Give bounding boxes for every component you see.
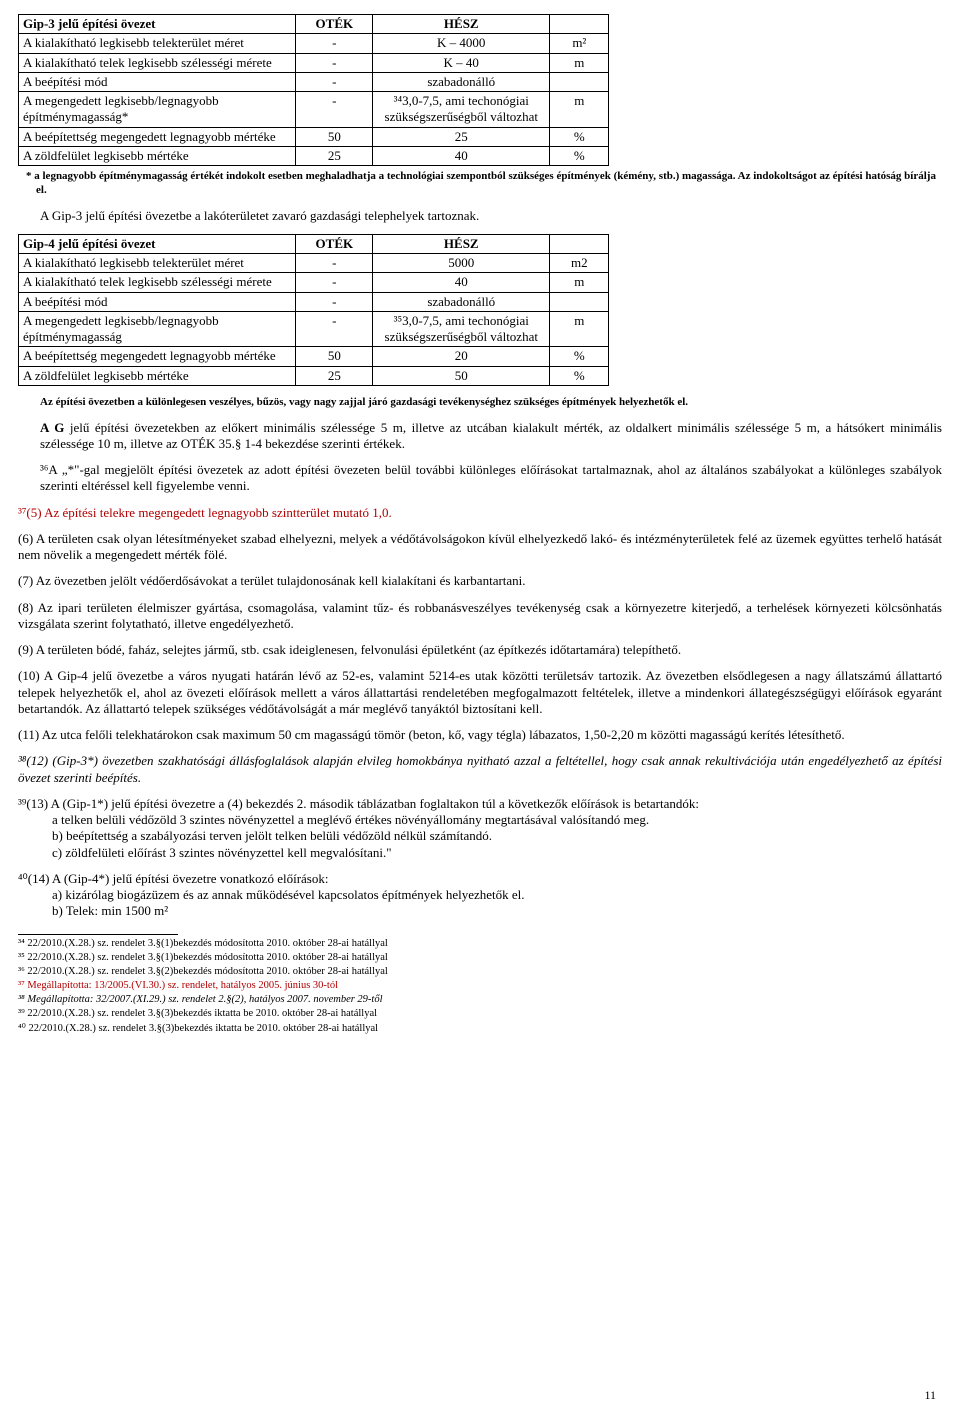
between-tables-text: A Gip-3 jelű építési övezetbe a lakóterü… [40, 208, 942, 224]
t1r0c1: - [296, 34, 373, 53]
t2-h2: HÉSZ [373, 234, 550, 253]
footnotes-block: ³⁴ 22/2010.(X.28.) sz. rendelet 3.§(1)be… [18, 937, 942, 1036]
para-g-text: jelű építési övezetekben az előkert mini… [40, 420, 942, 451]
t2r3c3: m [550, 311, 609, 347]
para-g: A G jelű építési övezetekben az előkert … [40, 420, 942, 453]
para-7: (7) Az övezetben jelölt védőerdősávokat … [18, 573, 942, 589]
t2r2c1: - [296, 292, 373, 311]
p14-b: b) Telek: min 1500 m² [52, 903, 942, 919]
t1r2c0: A beépítési mód [19, 72, 296, 91]
t1r4c3: % [550, 127, 609, 146]
para-5: ³⁷(5) Az építési telekre megengedett leg… [18, 505, 942, 521]
t2r3c1: - [296, 311, 373, 347]
para-12: ³⁸(12) (Gip-3*) övezetben szakhatósági á… [18, 753, 942, 786]
t2r4c0: A beépítettség megengedett legnagyobb mé… [19, 347, 296, 366]
t2r1c0: A kialakítható telek legkisebb szélesség… [19, 273, 296, 292]
page-number: 11 [924, 1388, 936, 1403]
para-11: (11) Az utca felőli telekhatárokon csak … [18, 727, 942, 743]
t1r1c0: A kialakítható telek legkisebb szélesség… [19, 53, 296, 72]
para-6: (6) A területen csak olyan létesítmények… [18, 531, 942, 564]
t2r4c3: % [550, 347, 609, 366]
fn-35: ³⁵ 22/2010.(X.28.) sz. rendelet 3.§(1)be… [18, 951, 942, 965]
t1r3c2: ³⁴3,0-7,5, ami techonógiai szükségszerűs… [373, 92, 550, 128]
t2r3c2: ³⁵3,0-7,5, ami techonógiai szükségszerűs… [373, 311, 550, 347]
para-13: ³⁹(13) A (Gip-1*) jelű építési övezetre … [18, 796, 942, 861]
t2r1c2: 40 [373, 273, 550, 292]
para-9: (9) A területen bódé, faház, selejtes já… [18, 642, 942, 658]
table-gip4: Gip-4 jelű építési övezet OTÉK HÉSZ A ki… [18, 234, 609, 386]
t2-h3 [550, 234, 609, 253]
t1-h2: HÉSZ [373, 15, 550, 34]
p14-a: a) kizárólag biogázüzem és az annak műkö… [52, 887, 942, 903]
t2r0c3: m2 [550, 254, 609, 273]
para-10: (10) A Gip-4 jelű övezetbe a város nyuga… [18, 668, 942, 717]
fn-40: ⁴⁰ 22/2010.(X.28.) sz. rendelet 3.§(3)be… [18, 1022, 942, 1036]
fn-38: ³⁸ Megállapította: 32/2007.(XI.29.) sz. … [18, 993, 942, 1007]
t1r5c0: A zöldfelület legkisebb mértéke [19, 146, 296, 165]
t1r0c0: A kialakítható legkisebb telekterület mé… [19, 34, 296, 53]
t1r5c1: 25 [296, 146, 373, 165]
t2r5c3: % [550, 366, 609, 385]
p14-lead: ⁴⁰(14) A (Gip-4*) jelű építési övezetre … [18, 871, 942, 887]
t2r2c3 [550, 292, 609, 311]
t1r4c1: 50 [296, 127, 373, 146]
t1r2c3 [550, 72, 609, 91]
t1r3c1: - [296, 92, 373, 128]
table-gip3: Gip-3 jelű építési övezet OTÉK HÉSZ A ki… [18, 14, 609, 166]
t2r2c0: A beépítési mód [19, 292, 296, 311]
t1-h1: OTÉK [296, 15, 373, 34]
t2-h0: Gip-4 jelű építési övezet [19, 234, 296, 253]
para-8: (8) Az ipari területen élelmiszer gyártá… [18, 600, 942, 633]
t2r1c3: m [550, 273, 609, 292]
t1r3c3: m [550, 92, 609, 128]
t1r3c0: A megengedett legkisebb/legnagyobb építm… [19, 92, 296, 128]
para-36: ³⁶A „*"-gal megjelölt építési övezetek a… [40, 462, 942, 495]
t2r5c0: A zöldfelület legkisebb mértéke [19, 366, 296, 385]
p13-lead: ³⁹(13) A (Gip-1*) jelű építési övezetre … [18, 796, 942, 812]
t2-h1: OTÉK [296, 234, 373, 253]
t2r2c2: szabadonálló [373, 292, 550, 311]
after-table2-note: Az építési övezetben a különlegesen vesz… [40, 396, 942, 410]
para-14: ⁴⁰(14) A (Gip-4*) jelű építési övezetre … [18, 871, 942, 920]
t1-h0: Gip-3 jelű építési övezet [19, 15, 296, 34]
t1r4c2: 25 [373, 127, 550, 146]
table1-footnote: * a legnagyobb építménymagasság értékét … [36, 170, 942, 198]
t2r4c2: 20 [373, 347, 550, 366]
footnote-separator [18, 934, 178, 935]
t1r1c1: - [296, 53, 373, 72]
t2r5c1: 25 [296, 366, 373, 385]
p13-a: a telken belüli védőzöld 3 szintes növén… [52, 812, 942, 828]
t2r4c1: 50 [296, 347, 373, 366]
fn-37: ³⁷ Megállapította: 13/2005.(VI.30.) sz. … [18, 979, 942, 993]
t2r0c0: A kialakítható legkisebb telekterület mé… [19, 254, 296, 273]
t2r1c1: - [296, 273, 373, 292]
p13-c: c) zöldfelületi előírást 3 szintes növén… [52, 845, 942, 861]
fn-39: ³⁹ 22/2010.(X.28.) sz. rendelet 3.§(3)be… [18, 1007, 942, 1021]
t1-h3 [550, 15, 609, 34]
t1r0c3: m² [550, 34, 609, 53]
t1r1c3: m [550, 53, 609, 72]
t1r2c1: - [296, 72, 373, 91]
t1r5c2: 40 [373, 146, 550, 165]
t1r5c3: % [550, 146, 609, 165]
t2r5c2: 50 [373, 366, 550, 385]
t2r0c1: - [296, 254, 373, 273]
fn-34: ³⁴ 22/2010.(X.28.) sz. rendelet 3.§(1)be… [18, 937, 942, 951]
t1r1c2: K – 40 [373, 53, 550, 72]
p13-b: b) beépítettség a szabályozási terven je… [52, 828, 942, 844]
t1r0c2: K – 4000 [373, 34, 550, 53]
t2r0c2: 5000 [373, 254, 550, 273]
fn-36: ³⁶ 22/2010.(X.28.) sz. rendelet 3.§(2)be… [18, 965, 942, 979]
t1r2c2: szabadonálló [373, 72, 550, 91]
t1r4c0: A beépítettség megengedett legnagyobb mé… [19, 127, 296, 146]
t2r3c0: A megengedett legkisebb/legnagyobb építm… [19, 311, 296, 347]
